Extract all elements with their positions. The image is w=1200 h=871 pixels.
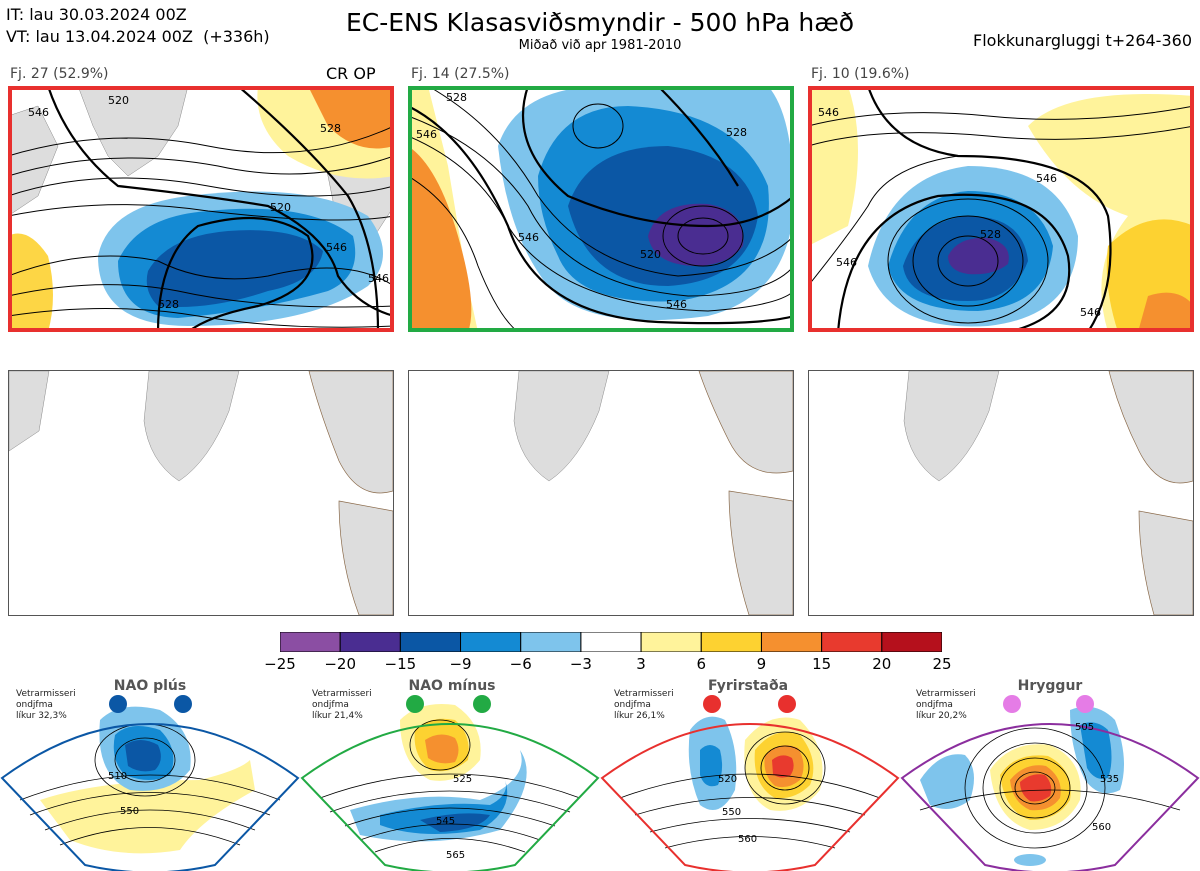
- colorbar-tick-label: −9: [449, 655, 472, 673]
- colorbar-swatch: [339, 631, 401, 653]
- contour-label: 546: [368, 272, 389, 285]
- contour-label: 520: [270, 201, 291, 214]
- panel-1-label: Fj. 27 (52.9%): [10, 66, 109, 82]
- regime-map-blocking: 520 550 560: [600, 695, 900, 871]
- contour-label: 528: [726, 126, 747, 139]
- regime-contour-label: 510: [108, 771, 127, 782]
- regime-note: Vetrarmisseri ondjfma líkur 21,4%: [312, 689, 372, 721]
- colorbar: [279, 631, 943, 653]
- vt-line: VT: lau 13.04.2024 00Z (+336h): [6, 27, 270, 46]
- regime-map-ridge: 505 535 560: [900, 695, 1200, 871]
- base-map-3: [808, 370, 1194, 616]
- colorbar-swatch: [399, 631, 462, 653]
- colorbar-swatch: [460, 631, 522, 653]
- cluster-map-1: 520 546 528 520 546 546 528: [8, 86, 394, 332]
- regime-name: Hryggur: [1017, 678, 1083, 694]
- header-dates: IT: lau 30.03.2024 00Z VT: lau 13.04.2024…: [6, 4, 270, 48]
- contour-label: 520: [108, 94, 129, 107]
- regime-maps: 510 550 525 545 565: [0, 695, 1200, 871]
- classification-window: Flokkunargluggi t+264-360: [973, 31, 1192, 50]
- regime-contour-label: 545: [436, 816, 455, 827]
- contour-label: 528: [980, 228, 1001, 241]
- colorbar-tick-label: 15: [812, 655, 832, 673]
- contour-label: 546: [818, 106, 839, 119]
- colorbar-tick-label: 20: [872, 655, 892, 673]
- colorbar-swatch: [700, 631, 762, 653]
- contour-label: 546: [666, 298, 687, 311]
- colorbar-swatch: [580, 631, 642, 653]
- panel-3-label: Fj. 10 (19.6%): [811, 66, 910, 82]
- colorbar-swatch: [279, 631, 341, 653]
- contour-label: 546: [1036, 172, 1057, 185]
- contour-label: 528: [158, 298, 179, 311]
- regime-contour-label: 565: [446, 850, 465, 861]
- contour-label: 546: [416, 128, 437, 141]
- colorbar-tick-label: −20: [324, 655, 356, 673]
- regime-contour-label: 560: [738, 834, 757, 845]
- colorbar-swatch: [760, 631, 823, 653]
- colorbar-tick-label: −25: [264, 655, 296, 673]
- regime-contour-label: 505: [1075, 722, 1094, 733]
- it-line: IT: lau 30.03.2024 00Z: [6, 5, 187, 24]
- colorbar-tick-label: 3: [636, 655, 646, 673]
- cluster-map-2: 528 546 546 520 528 546: [408, 86, 794, 332]
- colorbar-swatch: [821, 631, 883, 653]
- page-subtitle: Miðað við apr 1981-2010: [518, 38, 682, 53]
- contour-label: 546: [28, 106, 49, 119]
- panel-1-flag: CR OP: [326, 64, 376, 83]
- regime-note: Vetrarmisseri ondjfma líkur 26,1%: [614, 689, 674, 721]
- cluster-map-3: 546 528 546 546 546: [808, 86, 1194, 332]
- colorbar-tick-label: 9: [756, 655, 767, 673]
- regime-contour-label: 525: [453, 774, 472, 785]
- colorbar-tick-label: −6: [509, 655, 532, 673]
- contour-label: 546: [326, 241, 347, 254]
- contour-label: 546: [1080, 306, 1101, 319]
- colorbar-swatch: [640, 631, 702, 653]
- regime-contour-label: 535: [1100, 774, 1119, 785]
- regime-name: Fyrirstaða: [707, 678, 789, 694]
- regime-contour-label: 520: [718, 774, 737, 785]
- regime-contour-label: 550: [722, 807, 741, 818]
- base-map-1: [8, 370, 394, 616]
- colorbar-tick-label: 6: [696, 655, 707, 673]
- regime-name: NAO plús: [113, 678, 187, 694]
- contour-label: 546: [518, 231, 539, 244]
- contour-label: 528: [320, 122, 341, 135]
- regime-contour-label: 560: [1092, 822, 1111, 833]
- regime-map-nao-minus: 525 545 565: [300, 695, 600, 871]
- contour-label: 520: [640, 248, 661, 261]
- regime-note: Vetrarmisseri ondjfma líkur 20,2%: [916, 689, 976, 721]
- colorbar-tick-label: −3: [569, 655, 592, 673]
- contour-label: 528: [446, 91, 467, 104]
- colorbar-swatch: [520, 631, 582, 653]
- colorbar-tick-label: −15: [384, 655, 417, 673]
- page-title: EC-ENS Klasasviðsmyndir - 500 hPa hæð: [345, 8, 855, 37]
- colorbar-swatch: [881, 631, 943, 653]
- panel-2-label: Fj. 14 (27.5%): [411, 66, 510, 82]
- regime-contour-label: 550: [120, 806, 139, 817]
- regime-name: NAO mínus: [408, 678, 496, 694]
- contour-label: 546: [836, 256, 857, 269]
- base-map-2: [408, 370, 794, 616]
- regime-map-nao-plus: 510 550: [0, 695, 300, 871]
- regime-note: Vetrarmisseri ondjfma líkur 32,3%: [16, 689, 76, 721]
- colorbar-tick-label: 25: [932, 655, 952, 673]
